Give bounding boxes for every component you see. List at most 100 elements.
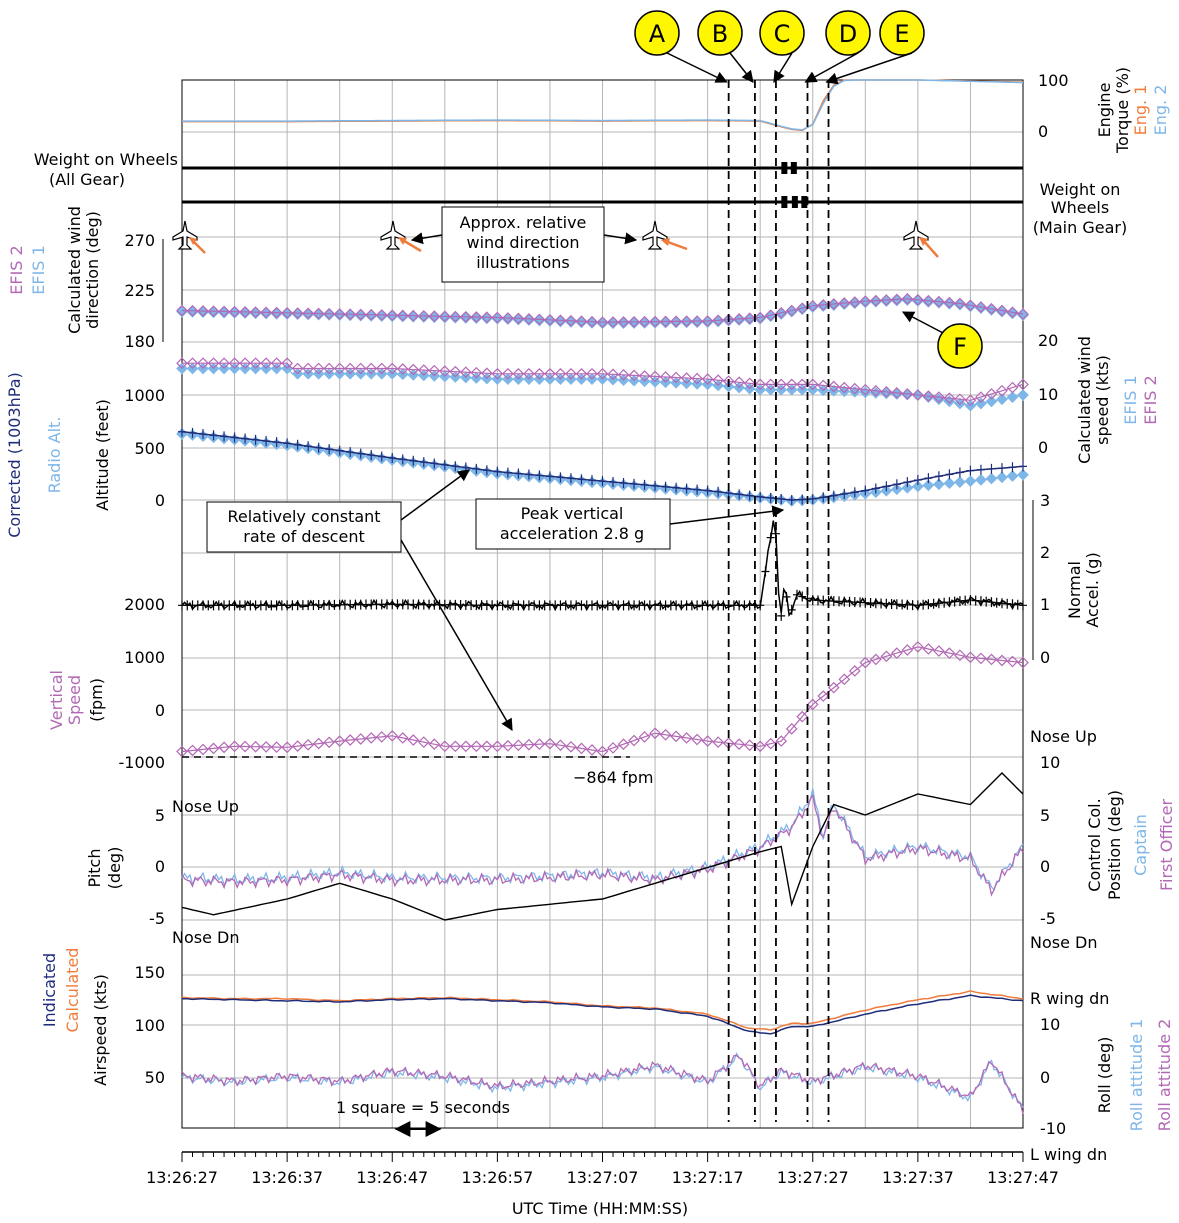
wind-direction-point: [186, 304, 199, 317]
vertical-speed-point: [523, 738, 535, 751]
altitude-point: [672, 482, 681, 493]
altitude-axis: 1000 500 0 Altitude (feet) Corrected (10…: [5, 372, 165, 538]
wind-direction-point: [901, 292, 914, 305]
wind-speed-point: [575, 367, 588, 380]
wind-speed-point: [449, 365, 462, 378]
altitude-point: [314, 442, 323, 453]
wind-direction-point: [985, 302, 998, 315]
wind-speed-point: [617, 369, 630, 381]
wind-direction-point: [523, 313, 535, 325]
vertical-speed-point: [764, 737, 777, 750]
event-marker-arrow-C: [773, 52, 793, 84]
vertical-speed-point: [827, 681, 840, 694]
altitude-point: [682, 483, 691, 494]
event-marker-circle-C: [759, 10, 805, 56]
vertical-speed-reference: −864 fpm: [182, 756, 653, 787]
altitude-point: [703, 485, 712, 496]
vs-ylabel-3: (fpm): [87, 678, 106, 722]
airspeed-series-2: [181, 990, 1024, 1031]
altitude-point: [451, 461, 460, 472]
vertical-speed-point: [186, 744, 199, 757]
wind-speed-point: [785, 378, 798, 391]
wind-direction-point: [375, 309, 388, 321]
wind-speed-point: [964, 394, 977, 407]
altitude-point: [409, 455, 418, 466]
pitch-axis: 5 0 -5 Nose Up Nose Dn Pitch (deg): [85, 797, 239, 947]
wind-direction-point: [628, 315, 640, 328]
x-tick-label: 13:26:27: [146, 1168, 218, 1187]
x-axis-label: UTC Time (HH:MM:SS): [512, 1199, 688, 1218]
accel-ytick-0: 0: [1040, 648, 1050, 667]
vertical-speed-point: [712, 736, 724, 748]
wind-speed-point: [954, 393, 966, 406]
as-ytick-100: 100: [134, 1016, 165, 1035]
altitude-point: [861, 485, 870, 496]
x-tick-label: 13:27:37: [882, 1168, 954, 1187]
event-marker-circle-A: [634, 10, 680, 56]
vertical-speed-point: [365, 732, 378, 744]
altitude-point: [440, 459, 449, 470]
wind-speed-point: [228, 357, 241, 370]
wow-all-label-2: (All Gear): [49, 170, 125, 189]
wind-direction-point: [880, 294, 893, 306]
wind-direction-point: [533, 313, 546, 326]
wind-direction-point: [817, 299, 830, 311]
altitude-point: [808, 493, 817, 504]
altitude-point: [913, 475, 922, 486]
wind-direction-point: [954, 297, 966, 310]
vertical-speed-point: [481, 740, 493, 753]
data-series: [176, 79, 1029, 1114]
altitude-point: [283, 438, 292, 449]
vs-ytick-0: 0: [155, 701, 165, 720]
wind-speed-point: [985, 395, 998, 408]
scale-note-text: 1 square = 5 seconds: [336, 1098, 510, 1117]
vertical-speed-point: [407, 734, 420, 746]
normal-accel-point: [766, 532, 775, 543]
wind-speed-point: [207, 357, 220, 370]
accel-ytick-1: 1: [1040, 595, 1050, 614]
altitude-point: [241, 433, 250, 444]
cc-ylabel-1: Control Col.: [1085, 798, 1104, 891]
vertical-speed-point: [417, 736, 430, 748]
wind-speed-point: [438, 365, 451, 377]
wind-direction-point: [701, 315, 714, 327]
wind-direction-point: [396, 309, 409, 322]
wow-blip: [801, 196, 808, 208]
altitude-point: [996, 471, 1008, 484]
wind-dir-ytick-225: 225: [124, 281, 155, 300]
roll-series-2: [181, 1054, 1024, 1114]
wind-speed-legend-efis1: EFIS 1: [1121, 375, 1140, 424]
wind-direction-point: [249, 306, 262, 318]
wind-direction-point: [617, 316, 630, 328]
wind-speed-point: [691, 372, 703, 385]
wind-direction-point: [848, 296, 861, 308]
cc-nose-dn: Nose Dn: [1030, 933, 1097, 952]
x-tick-label: 13:26:37: [251, 1168, 323, 1187]
engine-torque-labels: 100 0 Engine Torque (%) Eng. 1 Eng. 2: [1038, 67, 1170, 154]
aircraft-icon-3: [642, 220, 688, 251]
as-legend-indicated: Indicated: [40, 953, 59, 1027]
vertical-speed-point: [817, 690, 830, 702]
wind-dir-ylabel-1: Calculated wind: [65, 206, 84, 334]
altitude-point: [693, 484, 702, 495]
altitude-point: [272, 437, 281, 448]
vs-ytick-neg1000: -1000: [119, 753, 166, 772]
event-marker-label-F: F: [953, 333, 967, 361]
vertical-speed-point: [533, 738, 546, 751]
wind-direction-point: [502, 312, 514, 324]
aircraft-icons: [172, 220, 939, 258]
vertical-speed-point: [302, 738, 314, 751]
wind-direction-point: [796, 302, 809, 315]
wind-direction-point: [197, 305, 209, 317]
pitch-nose-up: Nose Up: [172, 797, 239, 816]
wind-direction-point: [176, 304, 188, 317]
roll-ytick-0: 0: [1040, 1068, 1050, 1087]
altitude-point: [587, 475, 596, 486]
wind-direction-point: [302, 307, 314, 320]
torque-ylabel-2: Torque (%): [1113, 67, 1132, 154]
altitude-point: [419, 457, 428, 468]
x-axis: 13:26:27 13:26:37 13:26:47 13:26:57 13:27:07…: [146, 1151, 1059, 1187]
altitude-point: [377, 451, 386, 462]
airspeed-axis: 150 100 50 Airspeed (kts) Indicated Calc…: [40, 948, 165, 1087]
wind-direction-point: [260, 306, 272, 319]
